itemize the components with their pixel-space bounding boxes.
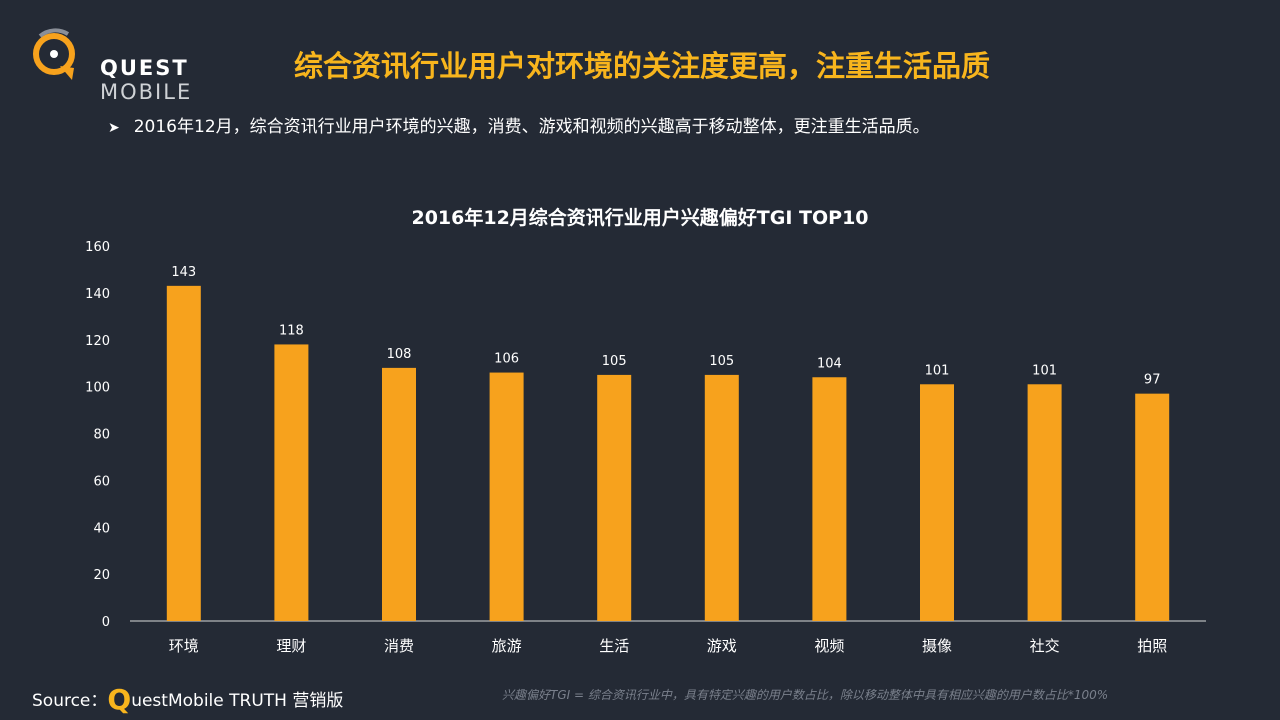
category-label: 消费 (384, 637, 414, 655)
footnote: 兴趣偏好TGI = 综合资讯行业中，具有特定兴趣的用户数占比，除以移动整体中具有… (502, 688, 1109, 702)
brand-name-light: MOBILE (100, 80, 193, 104)
bullet-text: 2016年12月，综合资讯行业用户环境的兴趣，消费、游戏和视频的兴趣高于移动整体… (133, 117, 930, 137)
category-label: 旅游 (492, 637, 522, 655)
source-q-letter: Q (107, 683, 132, 716)
y-axis: 0 20 40 60 80 100 120 140 160 (85, 240, 110, 630)
data-label: 105 (602, 354, 627, 369)
category-label: 生活 (599, 637, 629, 655)
bar-9 (1027, 384, 1062, 621)
category-label: 社交 (1030, 637, 1060, 655)
bar-4 (489, 372, 524, 621)
y-tick-label: 140 (85, 287, 110, 302)
category-label: 视频 (814, 637, 844, 655)
data-label: 108 (387, 347, 412, 362)
bars-group: 143 环境 118 理财 108 消费 106 旅游 105 生活 105 游戏 104 视频 101 摄像… (166, 265, 1170, 655)
data-label: 101 (1032, 363, 1057, 378)
data-label: 97 (1144, 373, 1161, 388)
bar-3 (382, 367, 416, 621)
y-tick-label: 0 (102, 615, 110, 630)
bar-6 (704, 374, 739, 621)
brand-name-bold: QUEST (100, 56, 189, 80)
category-label: 环境 (169, 637, 199, 655)
data-label: 101 (925, 363, 950, 378)
data-label: 105 (709, 354, 734, 369)
y-tick-label: 120 (85, 334, 110, 349)
bullet-point: ➤ 2016年12月，综合资讯行业用户环境的兴趣，消费、游戏和视频的兴趣高于移动整… (108, 112, 930, 137)
source-name: uestMobile TRUTH 营销版 (131, 691, 344, 711)
bar-1 (166, 285, 201, 621)
source-line: Source：QuestMobile TRUTH 营销版 (32, 680, 344, 716)
y-tick-label: 160 (85, 240, 110, 255)
brand-logo: QUEST MOBILE (30, 28, 270, 104)
bar-7 (812, 377, 847, 621)
chart-title: 2016年12月综合资讯行业用户兴趣偏好TGI TOP10 (411, 206, 868, 229)
arrow-bullet-icon: ➤ (108, 120, 120, 136)
bar-8 (920, 384, 954, 621)
category-label: 游戏 (707, 637, 737, 655)
y-tick-label: 100 (85, 381, 110, 396)
y-tick-label: 20 (93, 568, 110, 583)
page-title: 综合资讯行业用户对环境的关注度更高，注重生活品质 (294, 49, 991, 83)
y-tick-label: 80 (93, 428, 110, 443)
bar-5 (597, 374, 632, 621)
category-label: 摄像 (922, 637, 952, 655)
source-prefix: Source： (32, 691, 108, 711)
y-tick-label: 40 (93, 521, 110, 536)
data-label: 118 (279, 323, 304, 338)
category-label: 拍照 (1137, 637, 1167, 655)
data-label: 106 (494, 352, 519, 367)
data-label: 143 (171, 265, 196, 280)
bar-2 (274, 344, 309, 621)
category-label: 理财 (276, 637, 306, 655)
y-tick-label: 60 (93, 474, 110, 489)
brand-name: QUEST MOBILE (100, 56, 270, 104)
data-label: 104 (817, 356, 842, 371)
bar-10 (1135, 393, 1170, 621)
quest-mobile-logo-icon (33, 28, 75, 80)
